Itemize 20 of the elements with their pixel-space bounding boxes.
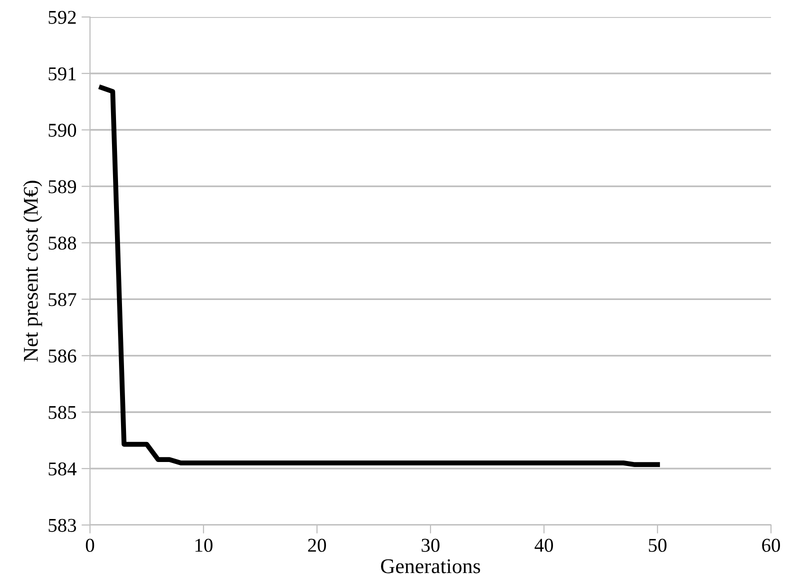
y-tick-label: 592 xyxy=(48,10,76,24)
y-tick-label: 591 xyxy=(48,67,76,80)
x-tick-label: 10 xyxy=(195,538,212,552)
y-tick-label: 584 xyxy=(48,462,76,476)
y-tick-label: 583 xyxy=(48,518,76,532)
y-axis-title: Net present cost (M€) xyxy=(23,180,42,362)
y-tick-label: 586 xyxy=(48,349,76,363)
y-tick-label: 590 xyxy=(48,124,76,137)
x-axis-title: Generations xyxy=(381,559,480,574)
y-tick-label: 585 xyxy=(48,406,76,420)
line-series xyxy=(98,85,660,468)
y-tick-label: 587 xyxy=(48,293,76,306)
x-tick-label: 50 xyxy=(648,538,666,552)
y-tick-label: 588 xyxy=(48,236,76,250)
x-tick-label: 20 xyxy=(308,538,326,552)
y-tick-label: 589 xyxy=(48,180,76,194)
x-tick-label: 40 xyxy=(534,538,553,552)
x-tick-label: 60 xyxy=(762,538,780,552)
x-tick-label: 0 xyxy=(86,538,94,552)
x-tick-label: 30 xyxy=(422,538,440,552)
